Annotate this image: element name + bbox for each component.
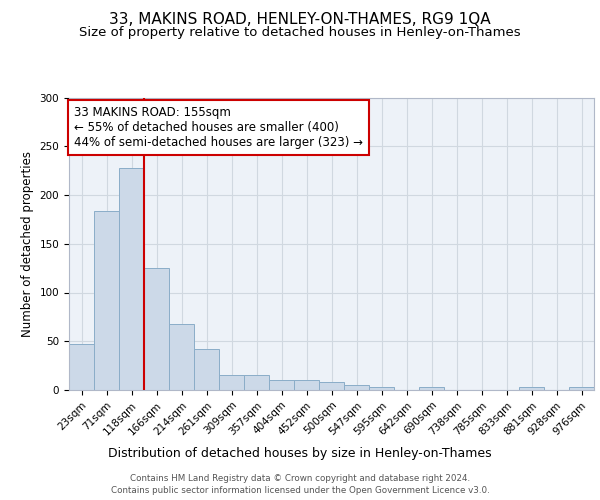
Y-axis label: Number of detached properties: Number of detached properties xyxy=(21,151,34,337)
Text: 33 MAKINS ROAD: 155sqm
← 55% of detached houses are smaller (400)
44% of semi-de: 33 MAKINS ROAD: 155sqm ← 55% of detached… xyxy=(74,106,363,150)
Text: Size of property relative to detached houses in Henley-on-Thames: Size of property relative to detached ho… xyxy=(79,26,521,39)
Bar xyxy=(69,344,94,390)
Bar xyxy=(94,210,119,390)
Bar xyxy=(569,387,594,390)
Bar xyxy=(144,268,169,390)
Text: 33, MAKINS ROAD, HENLEY-ON-THAMES, RG9 1QA: 33, MAKINS ROAD, HENLEY-ON-THAMES, RG9 1… xyxy=(109,12,491,28)
Bar xyxy=(369,387,394,390)
Bar xyxy=(244,376,269,390)
Bar xyxy=(194,349,219,390)
Bar xyxy=(519,387,544,390)
Bar xyxy=(319,382,344,390)
Bar xyxy=(119,168,144,390)
Bar xyxy=(344,385,369,390)
Bar xyxy=(419,387,444,390)
Text: Contains public sector information licensed under the Open Government Licence v3: Contains public sector information licen… xyxy=(110,486,490,495)
Bar xyxy=(169,324,194,390)
Bar xyxy=(269,380,294,390)
Text: Contains HM Land Registry data © Crown copyright and database right 2024.: Contains HM Land Registry data © Crown c… xyxy=(130,474,470,483)
Bar xyxy=(219,376,244,390)
Bar xyxy=(294,380,319,390)
Text: Distribution of detached houses by size in Henley-on-Thames: Distribution of detached houses by size … xyxy=(108,448,492,460)
